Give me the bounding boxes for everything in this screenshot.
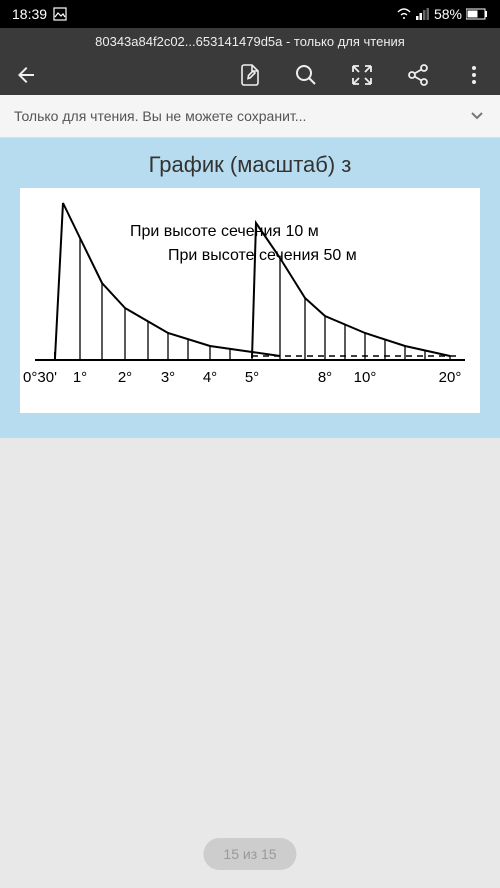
svg-text:20°: 20° (439, 369, 462, 386)
image-icon (53, 7, 67, 21)
page-text: 15 из 15 (223, 846, 276, 862)
status-time: 18:39 (12, 6, 47, 22)
chevron-down-icon (468, 107, 486, 125)
battery-pct: 58% (434, 6, 462, 22)
svg-text:2°: 2° (118, 369, 132, 386)
edit-icon[interactable] (238, 63, 262, 87)
svg-text:0°30': 0°30' (23, 369, 57, 386)
status-left: 18:39 (12, 6, 67, 22)
status-bar: 18:39 58% (0, 0, 500, 28)
expand-icon[interactable] (350, 63, 374, 87)
svg-text:4°: 4° (203, 369, 217, 386)
battery-icon (466, 8, 488, 20)
status-right: 58% (396, 6, 488, 22)
svg-text:3°: 3° (161, 369, 175, 386)
svg-text:8°: 8° (318, 369, 332, 386)
page-indicator: 15 из 15 (203, 838, 296, 870)
slide-title: График (масштаб) з (8, 152, 492, 178)
wifi-icon (396, 8, 412, 20)
svg-text:1°: 1° (73, 369, 87, 386)
more-icon[interactable] (462, 63, 486, 87)
filename-text: 80343a84f2c02...653141479d5a - только дл… (95, 34, 405, 49)
share-icon[interactable] (406, 63, 430, 87)
svg-text:10°: 10° (354, 369, 377, 386)
back-icon[interactable] (14, 63, 38, 87)
signal-icon (416, 8, 430, 20)
svg-text:При высоте сечения 10 м: При высоте сечения 10 м (130, 223, 319, 240)
empty-area (0, 438, 500, 878)
toolbar (0, 55, 500, 95)
slide: График (масштаб) з 0°30' 1° 2° 3° 4° 5° 8° 10° 2… (0, 138, 500, 438)
title-bar: 80343a84f2c02...653141479d5a - только дл… (0, 28, 500, 55)
chart-box: 0°30' 1° 2° 3° 4° 5° 8° 10° 20° При высоте сечени… (20, 188, 480, 413)
search-icon[interactable] (294, 63, 318, 87)
readonly-text: Только для чтения. Вы не можете сохранит… (14, 108, 306, 124)
readonly-bar[interactable]: Только для чтения. Вы не можете сохранит… (0, 95, 500, 138)
svg-text:При высоте сечения 50 м: При высоте сечения 50 м (168, 247, 357, 264)
slide-area: График (масштаб) з 0°30' 1° 2° 3° 4° 5° 8° 10° 2… (0, 138, 500, 438)
svg-text:5°: 5° (245, 369, 259, 386)
